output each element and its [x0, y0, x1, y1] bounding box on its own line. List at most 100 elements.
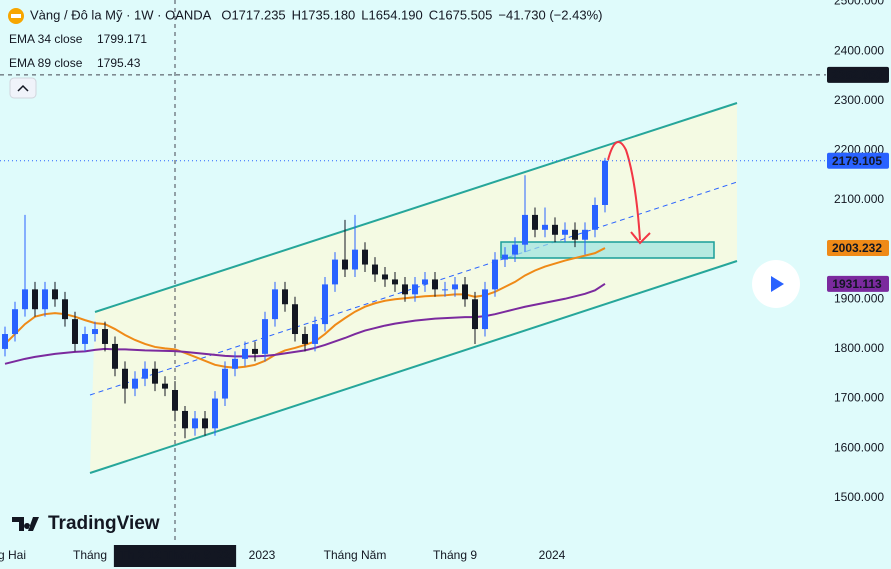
candle-body	[312, 324, 318, 344]
ema-value: 1799.171	[97, 32, 147, 46]
y-tick-label: 2500.000	[834, 0, 884, 8]
candle-body	[122, 368, 128, 389]
candle-body	[562, 229, 568, 235]
x-tick-label: Tháng	[73, 548, 107, 562]
y-tick-label: 1500.000	[834, 490, 884, 504]
candle-body	[82, 334, 88, 344]
candle-body	[232, 358, 238, 369]
ohlc-label: O1717.235	[221, 7, 285, 22]
candle-body	[172, 389, 178, 411]
candle-body	[282, 289, 288, 305]
ohlc-label: H1735.180	[292, 7, 356, 22]
candle-body	[132, 378, 138, 389]
candle-body	[452, 284, 458, 290]
candle-body	[2, 334, 8, 349]
candle-body	[252, 348, 258, 354]
candle-body	[92, 329, 98, 335]
candle-body	[242, 348, 248, 359]
change-label: −41.730 (−2.43%)	[498, 7, 602, 22]
candle-body	[62, 299, 68, 320]
candle-body	[462, 284, 468, 300]
channel-upper	[94, 102, 738, 313]
candle-body	[22, 289, 28, 310]
candle-body	[502, 254, 508, 260]
candle-body	[322, 284, 328, 325]
ohlc-row: O1717.235 H1735.180 L1654.190 C1675.505 −41.…	[221, 7, 602, 22]
candle-body	[542, 224, 548, 230]
candle-body	[162, 383, 168, 389]
zone-rect	[500, 241, 715, 259]
candle-body	[352, 249, 358, 270]
x-tick-label: g Hai	[0, 548, 26, 562]
price-tag	[827, 240, 889, 257]
price-tag-label: 2352.050	[832, 68, 882, 82]
crosshair-time-label: Th 2 12 Tháng 9 '22	[120, 548, 231, 562]
candle-body	[512, 244, 518, 255]
price-tag-label: 1931.113	[832, 277, 882, 291]
candle-body	[522, 214, 528, 245]
candle-body	[432, 279, 438, 290]
candle-body	[532, 214, 538, 230]
price-tag	[827, 275, 889, 292]
y-tick-label: 2400.000	[834, 43, 884, 57]
arrow-head	[630, 231, 651, 245]
y-tick-label: 2300.000	[834, 93, 884, 107]
candle-body	[552, 224, 558, 235]
y-tick-label: 1900.000	[834, 291, 884, 305]
candle-body	[102, 329, 108, 344]
y-tick-label: 1600.000	[834, 440, 884, 454]
ema-name: EMA 34 close	[9, 32, 83, 46]
x-tick-label: Tháng 9	[433, 548, 477, 562]
x-tick-label: Tháng Năm	[324, 548, 387, 562]
candle-body	[382, 274, 388, 280]
candle-body	[362, 249, 368, 265]
ohlc-label: L1654.190	[361, 7, 422, 22]
candle-body	[272, 289, 278, 320]
ema-name: EMA 89 close	[9, 56, 83, 70]
symbol-title: Vàng / Đô la Mỹ · 1W · OANDA	[30, 7, 212, 22]
candle-body	[182, 410, 188, 429]
candle-body	[422, 279, 428, 285]
candle-body	[12, 309, 18, 335]
candle-body	[482, 289, 488, 330]
candle-body	[52, 289, 58, 300]
candle-body	[72, 319, 78, 344]
candle-body	[412, 284, 418, 295]
candle-body	[292, 304, 298, 335]
replay-icon	[771, 276, 784, 292]
candle-body	[202, 418, 208, 429]
crosshair-time-tag	[113, 545, 237, 567]
symbol-icon-bar	[11, 14, 21, 18]
ema-value: 1795.43	[97, 56, 141, 70]
candle-body	[372, 264, 378, 275]
y-tick-label: 1700.000	[834, 391, 884, 405]
candle-body	[152, 368, 158, 384]
collapse-button[interactable]	[9, 77, 37, 99]
candle-body	[112, 343, 118, 369]
candle-body	[332, 259, 338, 285]
channel-mid	[89, 181, 738, 396]
candle-body	[262, 319, 268, 354]
candle-body	[492, 259, 498, 290]
candle-body	[32, 289, 38, 310]
candle-body	[602, 160, 608, 205]
candle-body	[42, 289, 48, 310]
candle-body	[142, 368, 148, 379]
logo-icon	[12, 517, 39, 531]
price-tag-label: 2179.105	[832, 154, 882, 168]
ohlc-label: C1675.505	[429, 7, 493, 22]
candle-body	[302, 334, 308, 344]
collapse-icon	[17, 84, 29, 92]
x-tick-label: 2024	[539, 548, 566, 562]
candle-body	[582, 229, 588, 240]
plot	[0, 0, 826, 540]
x-tick-label: 2023	[249, 548, 276, 562]
candle-body	[192, 418, 198, 429]
candle-body	[342, 259, 348, 270]
arrow-curve	[607, 141, 641, 241]
candle-body	[402, 284, 408, 295]
price-tag	[827, 152, 889, 169]
candle-body	[572, 229, 578, 240]
